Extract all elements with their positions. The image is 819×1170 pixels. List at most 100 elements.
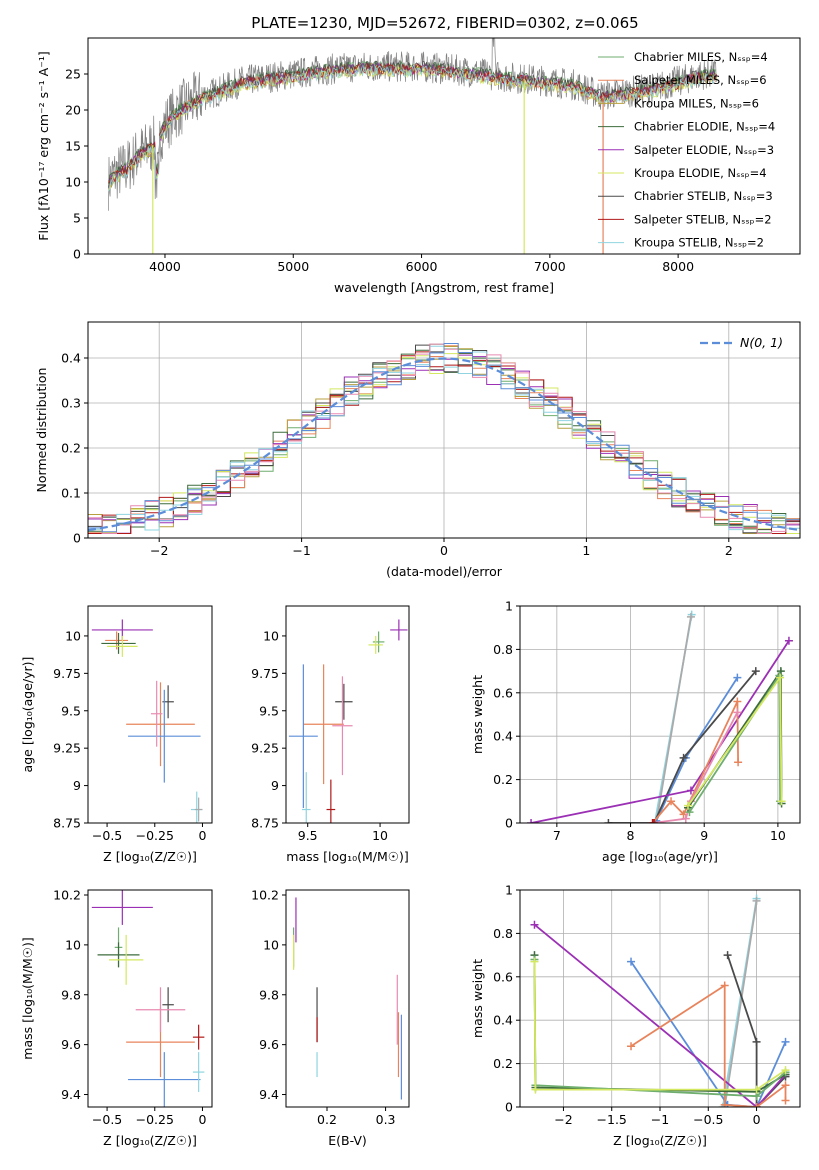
x-tick-label: −1.5 [597, 1112, 627, 1127]
legend-label: N(0, 1) [740, 335, 783, 350]
x-tick-label: 2 [725, 543, 733, 558]
y-tick-label: 9 [73, 778, 81, 793]
y-tick-label: 9.8 [259, 987, 279, 1002]
x-tick-label: 0 [198, 828, 206, 843]
y-tick-label: 20 [65, 103, 81, 118]
spectrum-model-line [108, 64, 717, 192]
figure-title: PLATE=1230, MJD=52672, FIBERID=0302, z=0… [251, 14, 638, 32]
y-tick-label: 0.1 [61, 486, 81, 501]
weight-point-marker [733, 708, 742, 717]
y-tick-label: 9.5 [61, 703, 81, 718]
y-tick-label: 9 [271, 778, 279, 793]
weight-point-marker [733, 697, 742, 706]
weight-point-marker [530, 920, 539, 929]
axes: 9.5 10 8.75 9 9.25 9.5 9.75 10 mass [log₁₀(M/M☉)… [251, 605, 410, 864]
y-tick-label: 0.4 [493, 1013, 513, 1028]
weight-point-marker [751, 667, 760, 676]
y-tick-label: 0.2 [493, 1056, 513, 1071]
panel-mass_vs_EBV: 0.2 0.3 9.4 9.6 9.8 10 10.2 E(B-V) [251, 887, 410, 1148]
y-axis-label: mass weight [470, 675, 485, 754]
y-tick-label: 0 [505, 816, 513, 831]
y-tick-label: 15 [65, 139, 81, 154]
weight-point-marker [781, 1037, 790, 1046]
plot-area [527, 610, 793, 823]
x-tick-label: 9 [700, 828, 708, 843]
plot-area [108, 38, 717, 254]
weight-point-marker [781, 1081, 790, 1090]
legend-label: Kroupa STELIB, Nₛₛₚ=2 [634, 236, 764, 250]
weight-point-marker [679, 753, 688, 762]
weight-series-line [723, 900, 758, 1107]
legend: Chabrier MILES, Nₛₛₚ=4 Salpeter MILES, Nₛ… [598, 50, 775, 250]
x-tick-label: 4000 [149, 259, 181, 274]
y-tick-label: 9.8 [61, 987, 81, 1002]
weight-point-marker [720, 1100, 729, 1107]
histogram-step [88, 345, 800, 534]
x-tick-label: −0.25 [136, 828, 174, 843]
histogram-step [88, 343, 800, 533]
x-tick-label: −0.5 [92, 828, 122, 843]
legend-label: Chabrier MILES, Nₛₛₚ=4 [634, 50, 768, 64]
y-tick-label: 9.6 [259, 1037, 279, 1052]
x-axis-label: E(B-V) [328, 1133, 367, 1148]
y-tick-label: 9.6 [61, 1037, 81, 1052]
panel-age_vs_mass: 9.5 10 8.75 9 9.25 9.5 9.75 10 mass [log₁₀(M/M☉)… [251, 605, 410, 864]
weight-point-marker [604, 819, 613, 823]
weight-point-marker [627, 957, 636, 966]
x-tick-label: 6000 [406, 259, 438, 274]
x-tick-label: 0.3 [376, 1112, 396, 1127]
y-axis-label: Flux [fλ10⁻¹⁷ erg cm⁻² s⁻¹ A⁻¹] [36, 51, 51, 240]
axes: 4000 5000 6000 7000 8000 0 5 10 15 20 25 wavelength… [36, 37, 801, 295]
y-tick-label: 0 [505, 1100, 513, 1115]
weight-point-marker [752, 1103, 761, 1107]
weight-point-marker [784, 636, 793, 645]
x-tick-label: 5000 [277, 259, 309, 274]
legend-label: Kroupa ELODIE, Nₛₛₚ=4 [634, 166, 767, 180]
x-axis-label: Z [log₁₀(Z/Z☉)] [103, 1133, 197, 1148]
weight-point-marker [527, 819, 536, 823]
x-axis-label: age [log₁₀(age/yr)] [602, 849, 718, 864]
legend-label: Salpeter STELIB, Nₛₛₚ=2 [634, 212, 772, 226]
plot-area [288, 619, 408, 823]
axes-frame [87, 889, 213, 1108]
panel-spectrum: 4000 5000 6000 7000 8000 0 5 10 15 20 25 wavelength… [36, 37, 801, 295]
x-tick-label: −1 [292, 543, 310, 558]
axes-frame [285, 605, 410, 824]
panel-age_vs_Z: −0.5 −0.25 0 8.75 9 9.25 9.5 9.75 10 Z [log₁₀(Z/Z… [20, 605, 213, 864]
weight-point-marker [648, 819, 657, 823]
plot-area [91, 619, 203, 823]
weight-point-marker [650, 819, 659, 823]
x-tick-label: 10 [372, 828, 388, 843]
axes-frame [285, 889, 410, 1108]
gaussian-curve [88, 357, 800, 532]
x-tick-label: −0.5 [693, 1112, 723, 1127]
axes-frame [519, 605, 801, 824]
legend-label: Chabrier ELODIE, Nₛₛₚ=4 [634, 120, 775, 134]
x-axis-label: Z [log₁₀(Z/Z☉)] [613, 1133, 707, 1148]
x-tick-label: −0.25 [136, 1112, 174, 1127]
weight-point-marker [685, 808, 694, 817]
axes: −2 −1 0 1 2 0 0.1 0.2 0.3 0.4 (data-model)/error No… [34, 321, 801, 579]
y-tick-label: 0.6 [493, 685, 513, 700]
y-tick-label: 10 [263, 937, 279, 952]
x-tick-label: 1 [582, 543, 590, 558]
weight-point-marker [681, 814, 690, 823]
plot-area [293, 897, 402, 1100]
y-axis-label: Normed distribution [34, 368, 49, 493]
y-tick-label: 8.75 [53, 816, 81, 831]
weight-series-line [533, 961, 787, 1091]
x-tick-label: 0 [753, 1112, 761, 1127]
y-tick-label: 0.4 [61, 351, 81, 366]
legend-label: Salpeter ELODIE, Nₛₛₚ=3 [634, 143, 774, 157]
weight-point-marker [734, 758, 743, 767]
weight-point-marker [781, 1066, 790, 1075]
y-tick-label: 0.2 [61, 441, 81, 456]
x-axis-label: wavelength [Angstrom, rest frame] [334, 280, 554, 295]
y-tick-label: 0.8 [493, 642, 513, 657]
x-axis-label: Z [log₁₀(Z/Z☉)] [103, 849, 197, 864]
weight-point-marker [781, 1096, 790, 1105]
axes: 7 8 9 10 0 0.2 0.4 0.6 0.8 1 age [log₁₀(age/yr)] ma… [470, 599, 801, 864]
x-tick-label: −2 [554, 1112, 572, 1127]
y-tick-label: 0.2 [493, 772, 513, 787]
y-tick-label: 1 [505, 883, 513, 898]
